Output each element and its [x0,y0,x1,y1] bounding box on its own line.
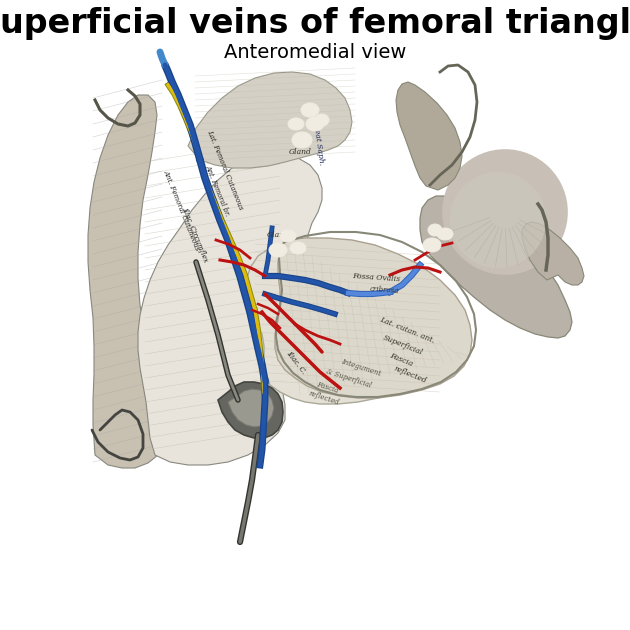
Text: reflected: reflected [392,365,427,385]
Text: Lat. cutan. ant.: Lat. cutan. ant. [378,315,435,345]
Ellipse shape [437,228,453,240]
Text: Ant. Femoral Cutaneous: Ant. Femoral Cutaneous [162,168,202,251]
Ellipse shape [315,114,329,126]
Polygon shape [88,95,168,468]
Text: Iliac. Circumflex: Iliac. Circumflex [180,206,210,264]
Ellipse shape [290,242,306,254]
Text: & Superficial: & Superficial [325,367,372,389]
Text: Fossa Ovalis: Fossa Ovalis [352,272,401,284]
Polygon shape [420,196,572,338]
Polygon shape [188,72,352,168]
Ellipse shape [292,132,312,148]
Ellipse shape [288,118,304,130]
Text: Gland: Gland [289,148,311,156]
Text: Iliac. C.: Iliac. C. [285,349,308,375]
Polygon shape [218,382,283,438]
Text: Ant. Femoral br.: Ant. Femoral br. [204,163,232,217]
Circle shape [450,172,546,268]
Polygon shape [522,222,584,285]
Ellipse shape [423,238,441,252]
Text: Gland: Gland [266,231,289,239]
Text: Superficial: Superficial [382,333,424,357]
Ellipse shape [280,230,296,242]
Ellipse shape [269,243,287,257]
Text: reflected: reflected [308,389,341,407]
Text: Superficial veins of femoral triangle: Superficial veins of femoral triangle [0,8,630,40]
Polygon shape [396,82,462,190]
Polygon shape [138,155,322,465]
Polygon shape [246,242,446,404]
Text: Integument: Integument [340,358,382,378]
Polygon shape [228,389,274,427]
Text: Fascia: Fascia [315,381,339,395]
Circle shape [443,150,567,274]
Ellipse shape [428,224,442,236]
Text: Great Saph.: Great Saph. [311,118,325,166]
Ellipse shape [306,117,324,131]
Text: Fascia: Fascia [388,352,414,369]
Text: Anteromedial view: Anteromedial view [224,42,406,62]
Ellipse shape [301,103,319,117]
Polygon shape [275,238,472,398]
Text: Lat. Femoral Cutaneous: Lat. Femoral Cutaneous [205,129,244,211]
Text: cribrosa: cribrosa [370,285,400,295]
